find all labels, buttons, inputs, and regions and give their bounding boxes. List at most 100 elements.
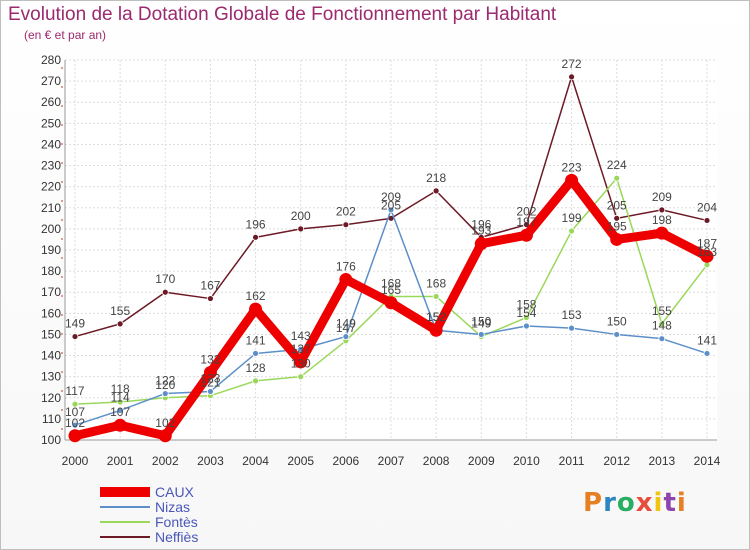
data-point-caux	[158, 429, 172, 443]
data-label-caux: 197	[516, 215, 536, 229]
x-tick-label: 2010	[513, 454, 540, 468]
data-point-nizas	[207, 388, 214, 395]
data-label-nizas: 153	[562, 308, 582, 322]
data-label-neffiès: 202	[516, 205, 536, 219]
data-point-caux	[113, 418, 127, 432]
y-tick-label: 230	[41, 159, 61, 173]
data-label-caux: 223	[562, 160, 582, 174]
data-label-nizas: 123	[200, 371, 220, 385]
data-label-caux: 102	[155, 416, 175, 430]
data-label-fontès: 130	[291, 357, 311, 371]
x-tick-label: 2006	[333, 454, 360, 468]
data-point-fontès	[252, 377, 259, 385]
data-label-nizas: 122	[155, 374, 175, 388]
data-point-neffiès	[207, 295, 214, 302]
y-tick-label: 220	[41, 180, 61, 194]
data-point-nizas	[613, 331, 621, 338]
chart-title: Evolution de la Dotation Globale de Fonc…	[8, 4, 557, 25]
data-point-nizas	[116, 407, 124, 414]
data-point-fontès	[523, 314, 530, 321]
y-tick-label: 150	[41, 327, 61, 341]
data-point-nizas	[342, 333, 350, 340]
data-point-neffiès	[568, 73, 575, 81]
data-point-fontès	[116, 398, 124, 406]
data-point-neffiès	[161, 288, 169, 296]
data-label-nizas: 149	[336, 317, 356, 331]
axes: 1001101201301401501601701801902002102202…	[41, 53, 721, 468]
data-label-nizas: 148	[652, 319, 672, 333]
proxiti-logo: Proxiti	[583, 488, 687, 518]
data-label-nizas: 150	[471, 314, 491, 328]
legend-label-neffiès: Neffiès	[155, 529, 198, 545]
data-point-caux	[610, 232, 624, 246]
data-label-neffiès: 218	[426, 171, 446, 185]
data-point-caux	[700, 249, 714, 263]
data-label-fontès: 155	[652, 304, 672, 318]
data-label-neffiès: 155	[110, 304, 130, 318]
data-label-caux: 187	[697, 236, 717, 250]
data-label-fontès: 183	[697, 245, 717, 259]
x-tick-label: 2013	[649, 454, 676, 468]
data-label-fontès: 199	[562, 211, 582, 225]
x-tick-label: 2004	[242, 454, 269, 468]
y-tick-label: 240	[41, 137, 61, 151]
data-point-nizas	[161, 390, 169, 397]
data-point-caux	[339, 273, 353, 287]
data-label-caux: 162	[246, 289, 266, 303]
data-label-nizas: 152	[426, 310, 446, 324]
y-tick-label: 280	[41, 53, 61, 67]
data-label-fontès: 224	[607, 158, 627, 172]
x-tick-label: 2003	[197, 454, 224, 468]
data-label-nizas: 141	[697, 333, 717, 347]
data-point-caux	[565, 173, 579, 187]
data-point-caux	[203, 365, 217, 379]
data-label-fontès: 168	[381, 276, 401, 290]
data-label-caux: 137	[291, 342, 311, 356]
y-tick-label: 170	[41, 285, 61, 299]
data-point-neffiès	[432, 187, 440, 195]
data-point-neffiès	[71, 333, 79, 340]
data-point-caux	[474, 237, 488, 251]
data-label-neffiès: 167	[200, 279, 220, 293]
data-label-nizas: 114	[111, 390, 130, 404]
data-label-fontès: 118	[111, 382, 130, 396]
data-label-fontès: 168	[426, 276, 446, 290]
data-label-caux: 165	[381, 283, 401, 297]
data-point-nizas	[658, 335, 666, 343]
data-label-fontès: 147	[336, 321, 356, 335]
x-tick-label: 2000	[62, 454, 89, 468]
legend-label-caux: CAUX	[155, 484, 195, 500]
y-tick-label: 210	[41, 201, 61, 215]
data-point-nizas	[387, 206, 395, 214]
y-tick-label: 140	[41, 349, 61, 363]
data-label-nizas: 209	[381, 190, 401, 204]
x-tick-label: 2008	[423, 454, 450, 468]
data-point-nizas	[703, 350, 711, 357]
x-tick-label: 2012	[603, 454, 630, 468]
y-tick-label: 180	[41, 264, 61, 278]
data-point-fontès	[297, 373, 305, 381]
data-point-caux	[68, 429, 82, 443]
y-tick-label: 130	[41, 370, 61, 384]
y-tick-label: 270	[41, 74, 61, 88]
data-point-nizas	[71, 421, 79, 429]
data-point-neffiès	[613, 214, 621, 222]
data-point-neffiès	[252, 233, 259, 241]
x-tick-label: 2005	[287, 454, 314, 468]
data-point-caux	[384, 296, 398, 310]
data-label-neffiès: 272	[562, 57, 582, 71]
data-label-caux: 152	[426, 310, 446, 324]
y-tick-label: 160	[41, 306, 61, 320]
data-label-neffiès: 170	[155, 272, 175, 286]
data-point-fontès	[71, 400, 79, 408]
data-label-neffiès: 202	[336, 205, 356, 219]
data-label-neffiès: 205	[381, 198, 401, 212]
legend-label-nizas: Nizas	[155, 499, 190, 515]
grid-lines	[65, 59, 717, 441]
data-label-neffiès: 149	[65, 317, 85, 331]
x-tick-label: 2011	[559, 454, 585, 468]
data-point-fontès	[432, 293, 440, 300]
data-label-fontès: 117	[65, 384, 84, 398]
